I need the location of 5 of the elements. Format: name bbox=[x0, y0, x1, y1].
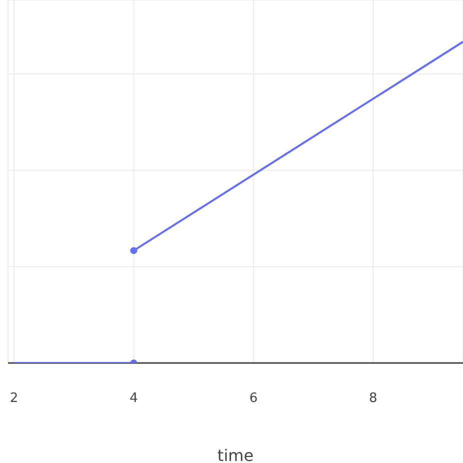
x-axis-title: time bbox=[217, 446, 254, 463]
x-tick-label: 4 bbox=[130, 391, 138, 406]
x-tick-label: 2 bbox=[10, 391, 18, 406]
x-tick-label: 6 bbox=[249, 391, 258, 406]
x-tick-label: 8 bbox=[369, 391, 378, 406]
